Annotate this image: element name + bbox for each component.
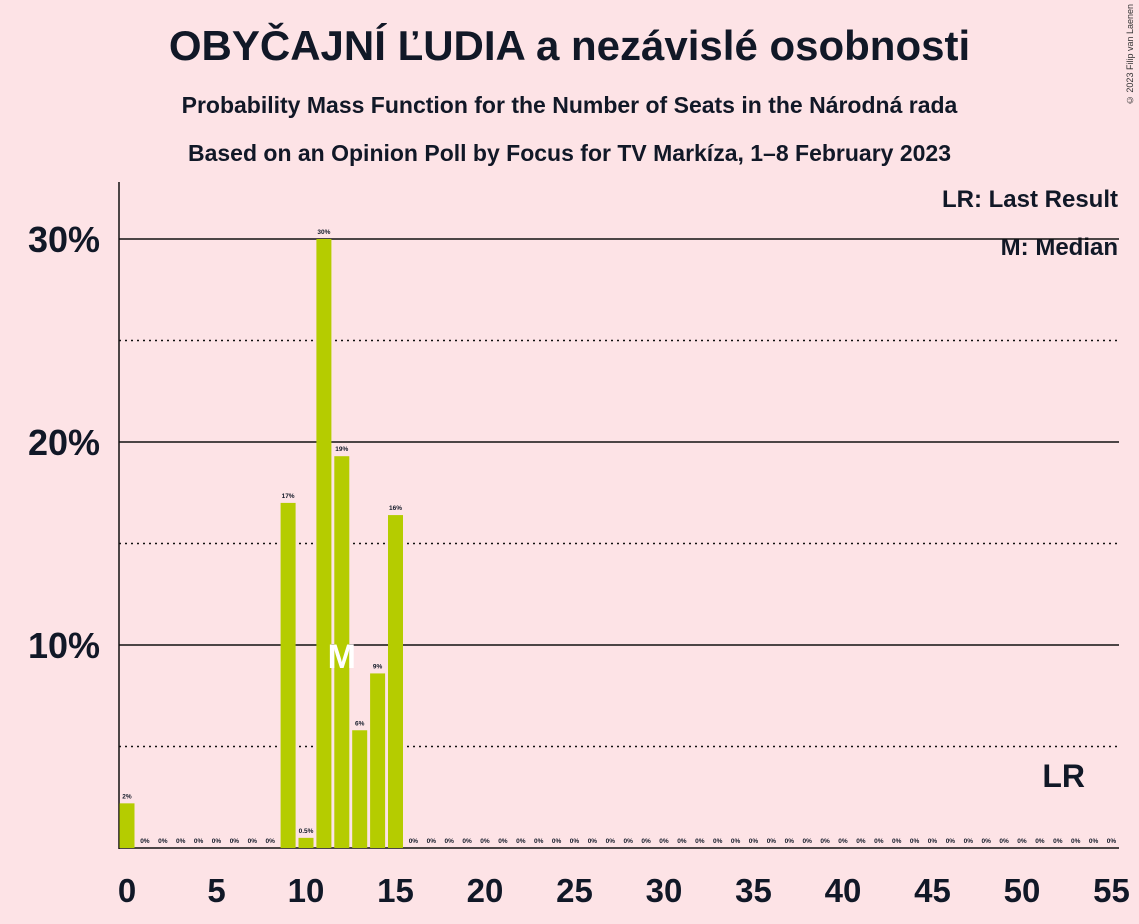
bar-value-label: 0% bbox=[552, 838, 562, 845]
bar-value-label: 0% bbox=[427, 838, 437, 845]
bar-value-label: 0% bbox=[570, 838, 580, 845]
bar-value-label: 0% bbox=[158, 838, 168, 845]
bar-value-label: 0% bbox=[1107, 838, 1117, 845]
x-tick-label: 10 bbox=[288, 872, 325, 909]
bar-value-label: 6% bbox=[355, 720, 365, 727]
x-tick-label: 50 bbox=[1004, 872, 1041, 909]
x-tick-label: 45 bbox=[914, 872, 951, 909]
y-tick-label: 10% bbox=[28, 625, 100, 666]
bar-value-label: 0% bbox=[1089, 838, 1099, 845]
bar-value-label: 0% bbox=[498, 838, 508, 845]
x-tick-label: 30 bbox=[646, 872, 683, 909]
bar-value-label: 0% bbox=[1053, 838, 1063, 845]
bar-value-label: 16% bbox=[389, 505, 402, 512]
bar-value-label: 2% bbox=[122, 793, 132, 800]
bar-value-label: 0% bbox=[230, 838, 240, 845]
bar-value-label: 0% bbox=[194, 838, 204, 845]
bar-value-label: 0% bbox=[140, 838, 150, 845]
x-tick-label: 20 bbox=[467, 872, 504, 909]
bar-value-label: 0% bbox=[981, 838, 991, 845]
bar-value-label: 0% bbox=[820, 838, 830, 845]
median-marker: M bbox=[328, 638, 356, 676]
bar-value-label: 9% bbox=[373, 663, 383, 670]
bar-value-label: 0% bbox=[534, 838, 544, 845]
bar-value-label: 0% bbox=[713, 838, 723, 845]
bar-value-label: 0% bbox=[802, 838, 812, 845]
bar-value-label: 30% bbox=[317, 229, 330, 236]
bar-value-label: 0% bbox=[1017, 838, 1027, 845]
bar-value-label: 0% bbox=[677, 838, 687, 845]
bar-value-label: 0% bbox=[785, 838, 795, 845]
bar-value-label: 0% bbox=[623, 838, 633, 845]
chart-title: OBYČAJNÍ ĽUDIA a nezávislé osobnosti bbox=[168, 22, 971, 69]
bar-value-label: 19% bbox=[335, 446, 348, 453]
bar-value-label: 0% bbox=[874, 838, 884, 845]
bar-value-label: 0% bbox=[892, 838, 902, 845]
bar-value-label: 0% bbox=[731, 838, 741, 845]
y-tick-label: 20% bbox=[28, 422, 100, 463]
bar bbox=[119, 803, 135, 848]
bar-value-label: 0% bbox=[767, 838, 777, 845]
x-tick-label: 0 bbox=[118, 872, 136, 909]
x-tick-label: 5 bbox=[207, 872, 225, 909]
x-tick-label: 25 bbox=[556, 872, 593, 909]
bar-value-label: 0% bbox=[409, 838, 419, 845]
x-tick-label: 35 bbox=[735, 872, 772, 909]
bar-value-label: 0% bbox=[928, 838, 938, 845]
x-tick-label: 55 bbox=[1093, 872, 1130, 909]
bar-value-label: 17% bbox=[282, 493, 295, 500]
x-tick-label: 40 bbox=[825, 872, 862, 909]
bar bbox=[352, 730, 368, 848]
bar-value-label: 0% bbox=[248, 838, 258, 845]
bar bbox=[334, 456, 350, 848]
bar bbox=[298, 837, 314, 848]
bar bbox=[388, 515, 403, 848]
bar-value-label: 0% bbox=[1035, 838, 1045, 845]
bar-value-label: 0.5% bbox=[299, 828, 314, 835]
x-tick-label: 15 bbox=[377, 872, 414, 909]
bar-value-label: 0% bbox=[910, 838, 920, 845]
bar bbox=[316, 239, 332, 848]
bar-value-label: 0% bbox=[749, 838, 759, 845]
bar-value-label: 0% bbox=[964, 838, 974, 845]
bar-value-label: 0% bbox=[641, 838, 651, 845]
bar-value-label: 0% bbox=[606, 838, 616, 845]
bar-value-label: 0% bbox=[999, 838, 1009, 845]
legend-last-result: LR: Last Result bbox=[941, 186, 1118, 213]
bar-value-label: 0% bbox=[1071, 838, 1081, 845]
bar-value-label: 0% bbox=[838, 838, 848, 845]
bar-value-label: 0% bbox=[588, 838, 598, 845]
bar bbox=[280, 502, 296, 848]
bar-value-label: 0% bbox=[462, 838, 472, 845]
last-result-marker: LR bbox=[1042, 758, 1085, 794]
bar-value-label: 0% bbox=[444, 838, 454, 845]
chart-source: Based on an Opinion Poll by Focus for TV… bbox=[187, 140, 952, 166]
bar-value-label: 0% bbox=[516, 838, 526, 845]
bar-value-label: 0% bbox=[176, 838, 186, 845]
bar-value-label: 0% bbox=[946, 838, 956, 845]
bar-value-label: 0% bbox=[856, 838, 866, 845]
bar-value-label: 0% bbox=[659, 838, 669, 845]
bar-value-label: 0% bbox=[695, 838, 705, 845]
y-tick-label: 30% bbox=[28, 219, 100, 260]
bar-value-label: 0% bbox=[265, 838, 275, 845]
bar-value-label: 0% bbox=[212, 838, 222, 845]
bar-value-label: 0% bbox=[480, 838, 490, 845]
chart-subtitle: Probability Mass Function for the Number… bbox=[181, 92, 958, 118]
bar bbox=[370, 673, 386, 848]
